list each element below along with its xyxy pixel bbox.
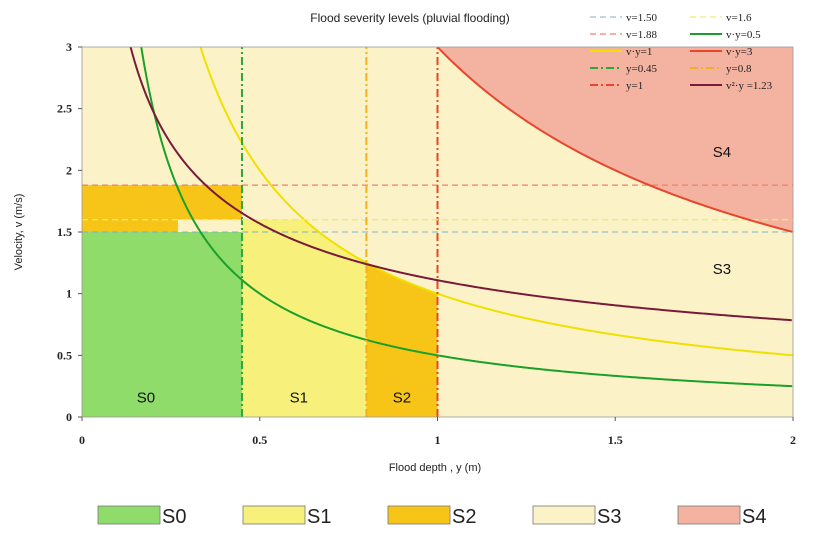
- bottom-legend-swatch-s2: [387, 505, 451, 525]
- legend-label-y045: y=0.45: [626, 63, 657, 75]
- lines-layer: [82, 47, 793, 417]
- line-vy3: [436, 47, 793, 233]
- legend-label-v188: v=1.88: [626, 29, 657, 41]
- y-tick-label: 2.5: [57, 102, 72, 116]
- x-tick-label: 0.5: [252, 433, 267, 447]
- legend-label-vy05: v·y=0.5: [726, 29, 761, 41]
- labels-layer: S0 S1 S2 S3 S4: [137, 144, 731, 406]
- y-tick-label: 1.5: [57, 225, 72, 239]
- x-tick-label: 1.5: [608, 433, 623, 447]
- bottom-legend-label-s0: S0: [162, 506, 186, 528]
- x-tick-label: 2: [790, 433, 796, 447]
- region-s2: [366, 262, 438, 417]
- top-right-legend: v=1.50 v=1.88 v·y=1 y=0.45 y=1 v=1.6 v·y=0.5 v·…: [590, 12, 773, 92]
- line-v2y123: [129, 47, 792, 322]
- region-label-s3: S3: [713, 261, 731, 278]
- region-label-s4: S4: [713, 144, 731, 161]
- region-s0: [82, 232, 242, 417]
- bottom-legend-swatch-s3: [532, 505, 596, 525]
- legend-label-y1: y=1: [626, 80, 643, 92]
- y-tick-label: 0: [66, 410, 72, 424]
- x-axis-title: Flood depth , y (m): [389, 462, 481, 474]
- y-axis-title: Velocity, v (m/s): [13, 194, 25, 271]
- x-tick-label: 0: [79, 433, 85, 447]
- bottom-legend-label-s2: S2: [452, 506, 476, 528]
- y-tick-label: 1: [66, 287, 72, 301]
- bottom-legend-label-s3: S3: [597, 506, 621, 528]
- y-tick-label: 2: [66, 163, 72, 177]
- legend-label-v2y123: v²·y =1.23: [726, 80, 773, 92]
- axes-layer: 0 0.5 1 1.5 2 0 0.5 1 1.5 2 2.5 3: [57, 40, 796, 447]
- bottom-legend-swatch-s4: [677, 505, 741, 525]
- region-label-s1: S1: [290, 389, 308, 406]
- bottom-legend-swatch-s1: [242, 505, 306, 525]
- bottom-legend-swatch-s0: [97, 505, 161, 525]
- region-s2-band: [82, 185, 242, 232]
- line-vy1: [199, 47, 793, 357]
- x-tick-label: 1: [435, 433, 441, 447]
- line-vy05: [140, 47, 793, 388]
- y-tick-label: 3: [66, 40, 72, 54]
- legend-label-v16: v=1.6: [726, 12, 752, 24]
- region-label-s0: S0: [137, 389, 155, 406]
- legend-label-y08: y=0.8: [726, 63, 752, 75]
- legend-label-v150: v=1.50: [626, 12, 657, 24]
- chart-title: Flood severity levels (pluvial flooding): [310, 11, 509, 25]
- bottom-legend-label-s4: S4: [742, 506, 766, 528]
- bottom-legend-label-s1: S1: [307, 506, 331, 528]
- legend-label-vy1: v·y=1: [626, 46, 652, 58]
- bottom-legend: S0 S1 S2 S3 S4: [97, 505, 766, 528]
- y-tick-label: 0.5: [57, 348, 72, 362]
- region-label-s2: S2: [393, 389, 411, 406]
- legend-label-vy3: v·y=3: [726, 46, 753, 58]
